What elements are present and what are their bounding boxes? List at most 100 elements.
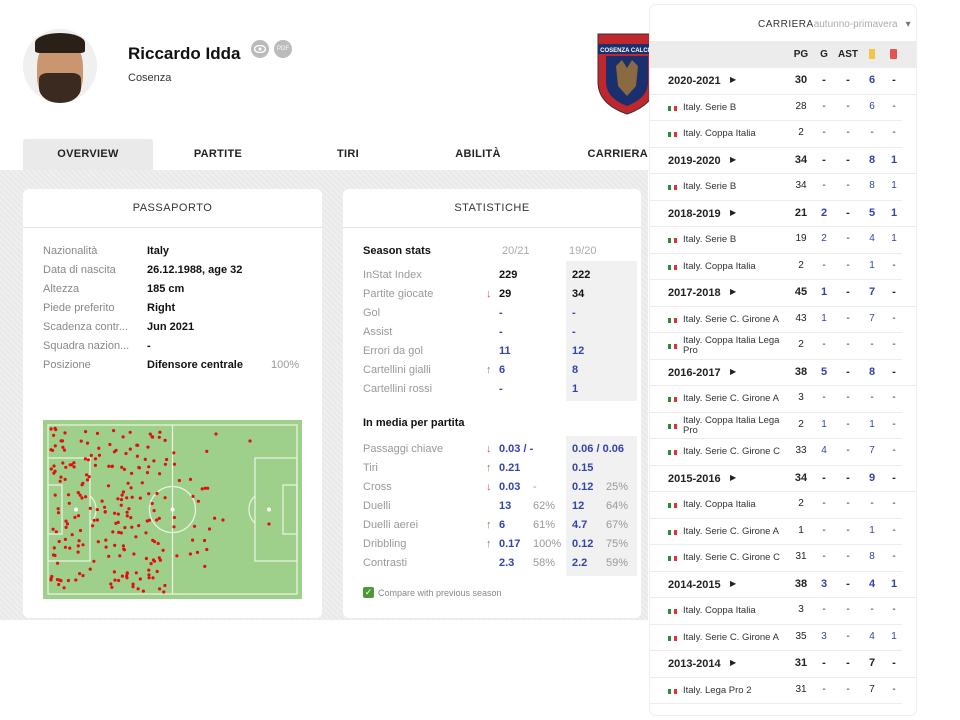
expand-caret-icon[interactable]: ▶ [730,472,737,482]
career-row-label: 2019-2020 [668,154,721,167]
pdf-icon[interactable]: PDF [274,40,292,58]
career-r-value: - [892,100,896,112]
heatmap-dot [112,429,116,433]
stat-value-current: 6 [499,364,506,376]
heatmap-dot [76,544,80,548]
player-club[interactable]: Cosenza [128,72,172,84]
expand-caret-icon[interactable]: ▶ [730,154,737,164]
tab-abilita[interactable]: ABILITÀ [455,148,501,160]
career-y-value: 4 [869,630,875,642]
heatmap-dot [52,433,56,437]
career-y-value: 7 [869,445,875,457]
stat-value-previous: 4.7 [572,519,588,531]
heatmap-dot [146,445,150,449]
heatmap-dot [191,538,195,542]
career-ast-value: - [846,418,850,430]
heatmap-dot [158,587,162,591]
heatmap-dot [97,446,101,450]
career-g-value: 5 [820,365,828,378]
compare-checkbox[interactable]: ✓ Compare with previous season [363,587,502,598]
heatmap-dot [191,494,195,498]
tab-carriera[interactable]: CARRIERA [587,148,648,160]
heatmap-dot [195,550,200,554]
expand-caret-icon[interactable]: ▶ [730,287,737,297]
career-g-value: 1 [820,286,828,299]
career-season-row[interactable]: 2015-2016 ▶ 34 - - 9 - [650,466,916,492]
tab-partite[interactable]: PARTITE [193,148,243,160]
heatmap-dot [51,527,55,531]
stat-value-previous: 1 [572,383,579,395]
heatmap-dot [63,477,67,481]
stat-label: InStat Index [363,269,422,281]
career-row-label: Italy. Serie C. Girone A [683,393,779,405]
career-season-row[interactable]: 2016-2017 ▶ 38 5 - 8 - [650,360,916,386]
career-season-row[interactable]: 2013-2014 ▶ 31 - - 7 - [650,651,916,678]
heatmap-dot [68,463,72,467]
expand-caret-icon[interactable]: ▶ [730,75,737,85]
heatmap-dot [57,539,61,544]
italy-flag-icon [668,397,677,403]
career-season-row[interactable]: 2020-2021 ▶ 30 - - 6 - [650,68,916,95]
italy-flag-icon [668,264,677,270]
expand-caret-icon[interactable]: ▶ [730,578,737,588]
career-r-value: - [892,392,896,404]
passport-label: Altezza [43,283,80,295]
expand-caret-icon[interactable]: ▶ [730,658,737,668]
checkbox-checked-icon[interactable]: ✓ [363,587,374,598]
heatmap-dot [155,569,159,574]
stat-percent-previous: 59% [606,557,629,569]
career-r-value: - [892,498,896,510]
career-season-row[interactable]: 2014-2015 ▶ 38 3 - 4 1 [650,572,916,598]
career-g-value: - [822,604,826,616]
career-y-value: - [870,127,874,139]
stat-label: Contrasti [363,557,408,569]
career-ast-value: - [846,180,850,192]
stat-value-current: 6 [499,519,506,531]
career-ast-value: - [846,445,850,457]
tab-overview[interactable]: OVERVIEW [23,139,153,170]
career-ast-value: - [846,100,850,112]
heatmap-dot [127,507,131,511]
career-y-value: 7 [868,286,876,299]
career-g-value: - [822,153,826,166]
passport-value: Difensore centrale [147,359,243,371]
stat-value-previous: 222 [572,269,591,281]
career-g-value: 2 [820,206,828,219]
passport-row: Piede preferito Right [43,302,303,314]
career-pg-value: 1 [798,524,804,536]
heatmap-dot [136,443,140,447]
heatmap-dot [61,461,65,465]
career-season-row[interactable]: 2017-2018 ▶ 45 1 - 7 - [650,280,916,307]
heatmap-dot [113,511,117,515]
heatmap-dot [205,547,209,552]
heatmap-dot [248,439,252,443]
passport-label: Piede preferito [43,302,115,314]
career-r-value: - [892,445,896,457]
chevron-down-icon[interactable]: ▾ [905,19,912,30]
career-y-value: 8 [868,153,876,166]
heatmap-dot [117,578,121,583]
career-row-label: Italy. Serie B [683,234,737,246]
stat-value-previous: 0.06 / 0.06 [572,443,624,455]
career-g-value: 1 [821,418,827,430]
eye-icon[interactable] [251,40,269,58]
heatmap-dot [56,511,61,515]
career-y-value: 8 [869,180,875,192]
heatmap-dot [130,495,134,499]
heatmap-dot [104,545,108,549]
italy-flag-icon [668,609,677,615]
expand-caret-icon[interactable]: ▶ [730,207,737,217]
tab-tiri[interactable]: TIRI [337,148,359,160]
stat-value-previous: 34 [572,288,585,300]
career-g-value: - [822,683,826,695]
career-dropdown[interactable]: CARRIERAautunno-primavera ▾ [758,19,911,30]
career-season-row[interactable]: 2019-2020 ▶ 34 - - 8 1 [650,148,916,174]
heatmap-dot [144,556,148,561]
heatmap-dot [81,574,85,578]
heatmap-dot [192,524,197,528]
heatmap-dot [157,435,161,439]
expand-caret-icon[interactable]: ▶ [730,366,737,376]
heatmap-dot [86,458,90,462]
career-season-row[interactable]: 2018-2019 ▶ 21 2 - 5 1 [650,201,916,227]
stat-percent-previous: 25% [606,481,629,493]
